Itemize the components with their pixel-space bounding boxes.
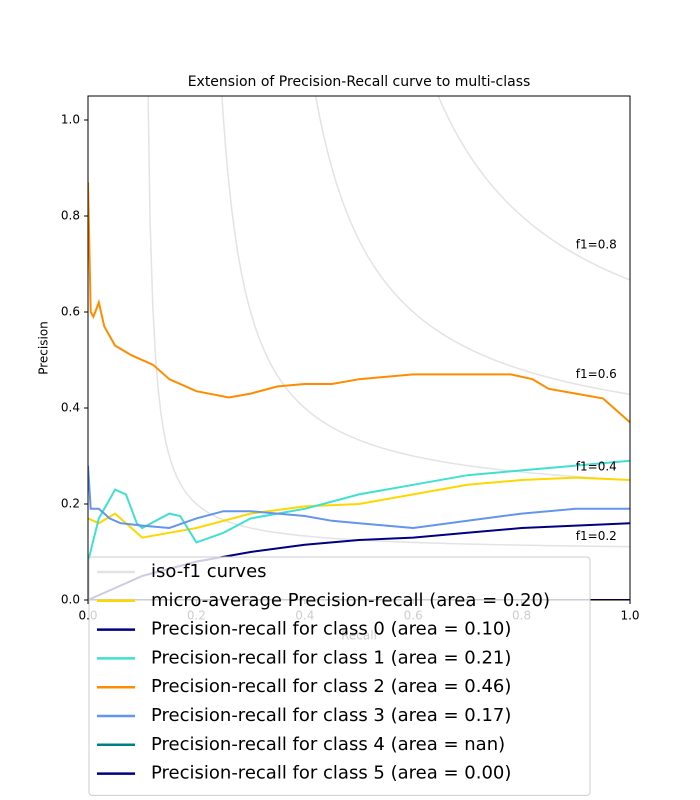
y-tick-label: 1.0 [61, 113, 80, 127]
legend-label: micro-average Precision-recall (area = 0… [151, 590, 550, 611]
chart-title: Extension of Precision-Recall curve to m… [188, 74, 531, 90]
iso-f1-label: f1=0.4 [576, 459, 617, 473]
legend-label: iso-f1 curves [151, 561, 267, 582]
series-line [88, 182, 630, 424]
legend-label: Precision-recall for class 0 (area = 0.1… [151, 619, 511, 640]
series-line [88, 476, 630, 539]
series-line [88, 465, 630, 530]
iso-f1-label: f1=0.6 [576, 367, 617, 381]
iso-f1-curve [221, 96, 630, 481]
y-tick-label: 0.8 [61, 209, 80, 223]
x-tick-label: 1.0 [620, 609, 639, 623]
y-tick-label: 0.6 [61, 305, 80, 319]
legend-label: Precision-recall for class 4 (area = nan… [151, 734, 505, 755]
legend-label: Precision-recall for class 1 (area = 0.2… [151, 647, 511, 668]
plot-area [88, 96, 630, 600]
y-tick-label: 0.4 [61, 401, 80, 415]
series-line [88, 459, 630, 562]
y-tick-label: 0.0 [61, 593, 80, 607]
iso-f1-curve [437, 96, 630, 281]
legend-label: Precision-recall for class 2 (area = 0.4… [151, 676, 511, 697]
axes-frame [87, 95, 631, 601]
iso-f1-label: f1=0.2 [576, 529, 617, 543]
iso-f1-label: f1=0.8 [576, 237, 617, 251]
legend-box [88, 556, 591, 796]
y-axis-label: Precision [37, 321, 51, 375]
y-tick-label: 0.2 [61, 497, 80, 511]
legend-label: Precision-recall for class 5 (area = 0.0… [151, 763, 511, 784]
legend-label: Precision-recall for class 3 (area = 0.1… [151, 705, 511, 726]
iso-f1-curve [314, 96, 630, 396]
